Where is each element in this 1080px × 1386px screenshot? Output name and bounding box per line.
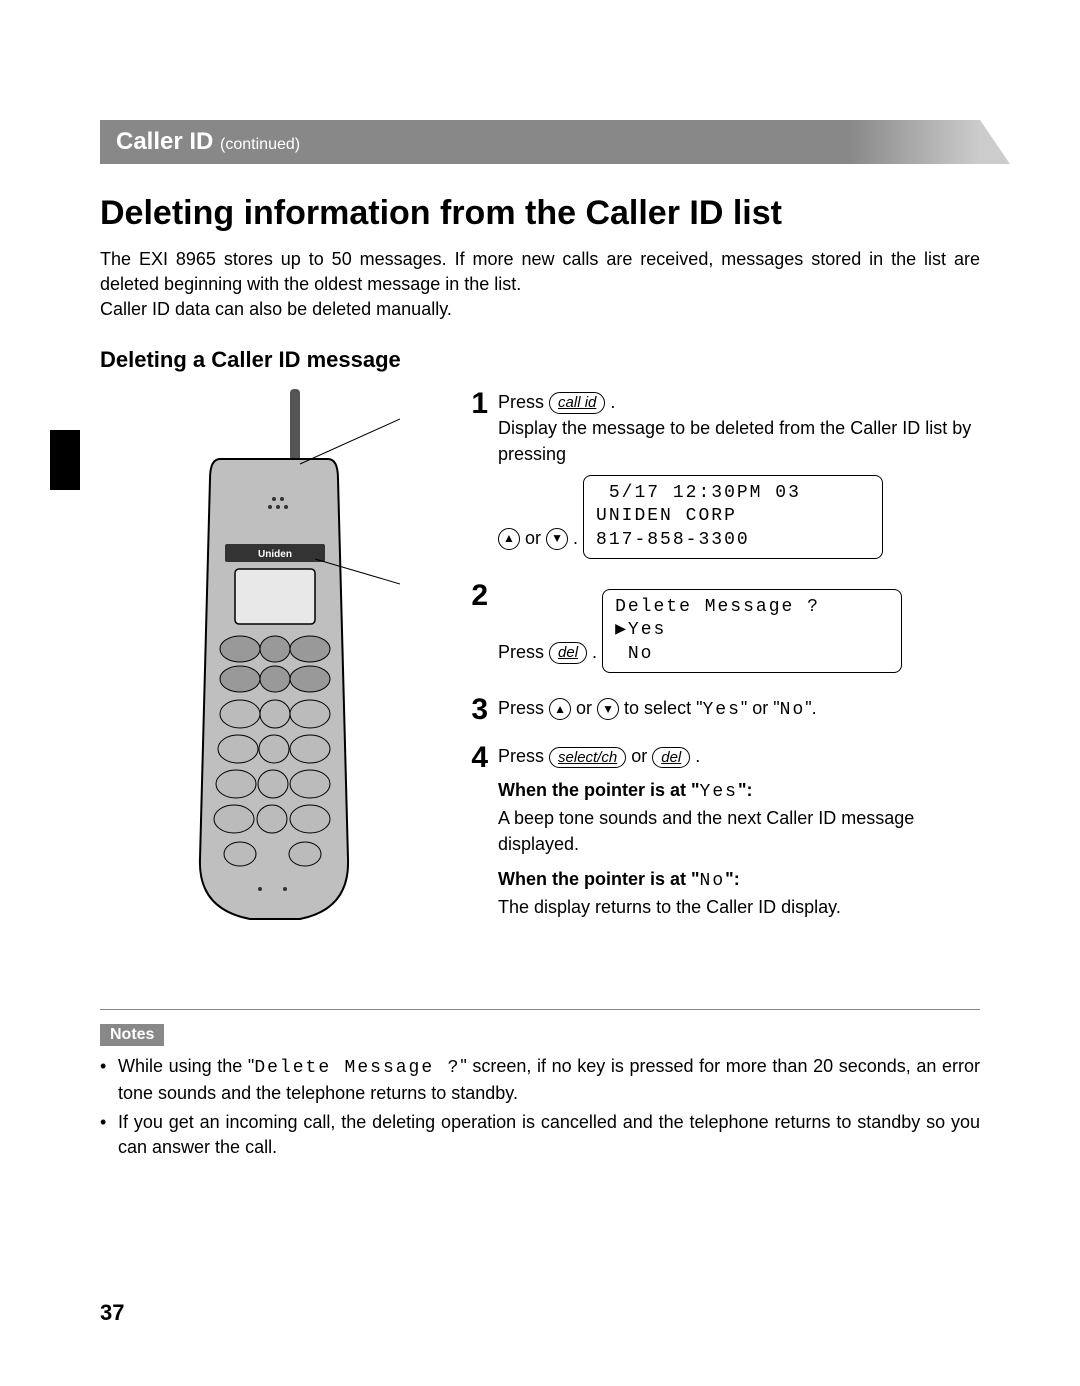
step-text: to select " bbox=[619, 698, 702, 718]
step-text: . bbox=[568, 528, 578, 548]
subsection-title: Deleting a Caller ID message bbox=[100, 347, 980, 373]
note-text: If you get an incoming call, the deletin… bbox=[118, 1112, 980, 1157]
down-arrow-key: ▼ bbox=[597, 698, 619, 720]
separator-rule bbox=[100, 1009, 980, 1010]
option-yes: Yes bbox=[702, 700, 740, 720]
up-arrow-key: ▲ bbox=[498, 528, 520, 550]
select-ch-key: select/ch bbox=[549, 747, 626, 769]
notes-label: Notes bbox=[100, 1024, 164, 1046]
step-text: Press bbox=[498, 698, 549, 718]
note-item: While using the "Delete Message ?" scree… bbox=[100, 1054, 980, 1106]
step-body: Press ▲ or ▼ to select "Yes" or "No". bbox=[498, 695, 980, 725]
manual-page: Caller ID (continued) Deleting informati… bbox=[0, 0, 1080, 1386]
sub-text: The display returns to the Caller ID dis… bbox=[498, 897, 841, 917]
lcd-display-2: Delete Message ? ▶Yes No bbox=[602, 589, 902, 673]
sub-label: When the pointer is at " bbox=[498, 780, 700, 800]
step-text: Press bbox=[498, 642, 549, 662]
section-continued: (continued) bbox=[220, 136, 300, 153]
step-number: 3 bbox=[460, 695, 488, 725]
intro-text: The EXI 8965 stores up to 50 messages. I… bbox=[100, 249, 980, 319]
down-arrow-key: ▼ bbox=[546, 528, 568, 550]
step-text: Press bbox=[498, 746, 549, 766]
step-text: or bbox=[571, 698, 597, 718]
call-id-key: call id bbox=[549, 392, 605, 414]
step-sub-no: When the pointer is at "No": The display… bbox=[498, 866, 980, 920]
svg-text:Uniden: Uniden bbox=[258, 549, 292, 560]
step-4: 4 Press select/ch or del . When the poin… bbox=[460, 743, 980, 920]
section-title: Caller ID bbox=[116, 128, 213, 155]
step-body: Press call id . Display the message to b… bbox=[498, 389, 980, 563]
step-2: 2 Press del . Delete Message ? ▶Yes No bbox=[460, 581, 980, 677]
step-body: Press select/ch or del . When the pointe… bbox=[498, 743, 980, 920]
steps-column: 1 Press call id . Display the message to… bbox=[460, 389, 980, 949]
sub-label: ": bbox=[738, 780, 753, 800]
sub-text: A beep tone sounds and the next Caller I… bbox=[498, 808, 914, 854]
del-key: del bbox=[652, 747, 690, 769]
notes-list: While using the "Delete Message ?" scree… bbox=[100, 1054, 980, 1161]
step-text: Display the message to be deleted from t… bbox=[498, 418, 971, 464]
sub-label: ": bbox=[725, 869, 740, 889]
step-3: 3 Press ▲ or ▼ to select "Yes" or "No". bbox=[460, 695, 980, 725]
page-number: 37 bbox=[100, 1300, 124, 1326]
phone-illustration: Uniden bbox=[140, 389, 400, 949]
step-number: 2 bbox=[460, 581, 488, 677]
step-text: . bbox=[690, 746, 700, 766]
up-arrow-key: ▲ bbox=[549, 698, 571, 720]
section-header: Caller ID (continued) bbox=[100, 120, 980, 164]
del-key: del bbox=[549, 642, 587, 664]
sub-label: When the pointer is at " bbox=[498, 869, 700, 889]
step-number: 1 bbox=[460, 389, 488, 563]
notes-section: Notes While using the "Delete Message ?"… bbox=[100, 1024, 980, 1161]
step-text: . bbox=[587, 642, 597, 662]
note-item: If you get an incoming call, the deletin… bbox=[100, 1110, 980, 1160]
option-yes: Yes bbox=[700, 782, 738, 802]
step-text: Press bbox=[498, 392, 549, 412]
page-title: Deleting information from the Caller ID … bbox=[100, 194, 980, 233]
step-1: 1 Press call id . Display the message to… bbox=[460, 389, 980, 563]
step-body: Press del . Delete Message ? ▶Yes No bbox=[498, 581, 980, 677]
step-text: or bbox=[626, 746, 652, 766]
option-no: No bbox=[780, 700, 806, 720]
step-sub-yes: When the pointer is at "Yes": A beep ton… bbox=[498, 777, 980, 857]
phone-illustration-col: Uniden bbox=[100, 389, 440, 949]
main-row: Uniden bbox=[100, 389, 980, 949]
lcd-display-1: 5/17 12:30PM 03 UNIDEN CORP 817-858-3300 bbox=[583, 475, 883, 559]
step-number: 4 bbox=[460, 743, 488, 920]
intro-paragraph: The EXI 8965 stores up to 50 messages. I… bbox=[100, 247, 980, 323]
step-text: . bbox=[605, 392, 615, 412]
note-mono: Delete Message ? bbox=[254, 1058, 460, 1078]
step-text: " or " bbox=[741, 698, 780, 718]
note-text: While using the " bbox=[118, 1056, 254, 1076]
step-text: ". bbox=[805, 698, 816, 718]
step-text: or bbox=[520, 528, 546, 548]
option-no: No bbox=[700, 871, 726, 891]
